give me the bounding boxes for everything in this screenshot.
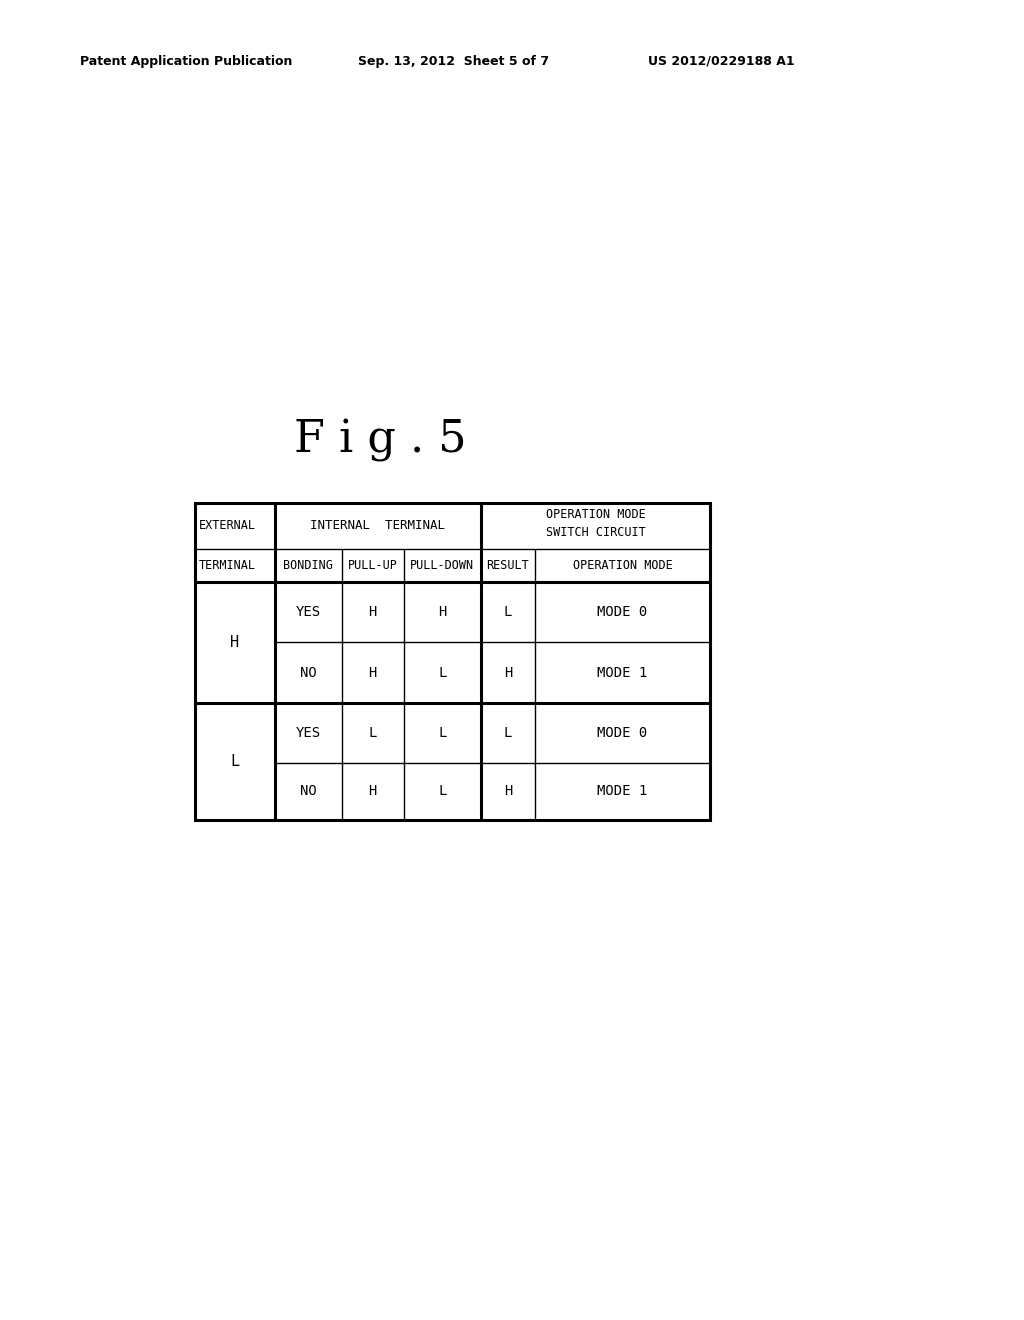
Text: H: H bbox=[230, 635, 240, 649]
Text: H: H bbox=[504, 784, 512, 799]
Bar bbox=[195, 503, 710, 820]
Text: L: L bbox=[438, 784, 446, 799]
Text: MODE 0: MODE 0 bbox=[597, 726, 647, 739]
Text: H: H bbox=[504, 665, 512, 680]
Text: PULL-DOWN: PULL-DOWN bbox=[411, 560, 474, 572]
Text: H: H bbox=[369, 784, 377, 799]
Text: OPERATION MODE: OPERATION MODE bbox=[572, 560, 673, 572]
Text: MODE 1: MODE 1 bbox=[597, 665, 647, 680]
Text: MODE 1: MODE 1 bbox=[597, 784, 647, 799]
Text: L: L bbox=[504, 606, 512, 619]
Text: US 2012/0229188 A1: US 2012/0229188 A1 bbox=[648, 55, 795, 69]
Text: H: H bbox=[438, 606, 446, 619]
Text: Sep. 13, 2012  Sheet 5 of 7: Sep. 13, 2012 Sheet 5 of 7 bbox=[358, 55, 549, 69]
Text: NO: NO bbox=[300, 784, 316, 799]
Text: PULL-UP: PULL-UP bbox=[348, 560, 397, 572]
Text: L: L bbox=[438, 726, 446, 739]
Text: YES: YES bbox=[296, 726, 321, 739]
Text: YES: YES bbox=[296, 606, 321, 619]
Text: H: H bbox=[369, 665, 377, 680]
Text: OPERATION MODE
SWITCH CIRCUIT: OPERATION MODE SWITCH CIRCUIT bbox=[546, 508, 645, 540]
Text: F i g . 5: F i g . 5 bbox=[294, 418, 466, 462]
Text: NO: NO bbox=[300, 665, 316, 680]
Text: L: L bbox=[504, 726, 512, 739]
Text: INTERNAL  TERMINAL: INTERNAL TERMINAL bbox=[310, 520, 445, 532]
Text: BONDING: BONDING bbox=[284, 560, 333, 572]
Text: H: H bbox=[369, 606, 377, 619]
Text: EXTERNAL: EXTERNAL bbox=[199, 520, 256, 532]
Text: Patent Application Publication: Patent Application Publication bbox=[80, 55, 293, 69]
Text: L: L bbox=[369, 726, 377, 739]
Text: L: L bbox=[438, 665, 446, 680]
Text: L: L bbox=[230, 754, 240, 768]
Text: TERMINAL: TERMINAL bbox=[199, 560, 256, 572]
Text: MODE 0: MODE 0 bbox=[597, 606, 647, 619]
Text: RESULT: RESULT bbox=[486, 560, 529, 572]
